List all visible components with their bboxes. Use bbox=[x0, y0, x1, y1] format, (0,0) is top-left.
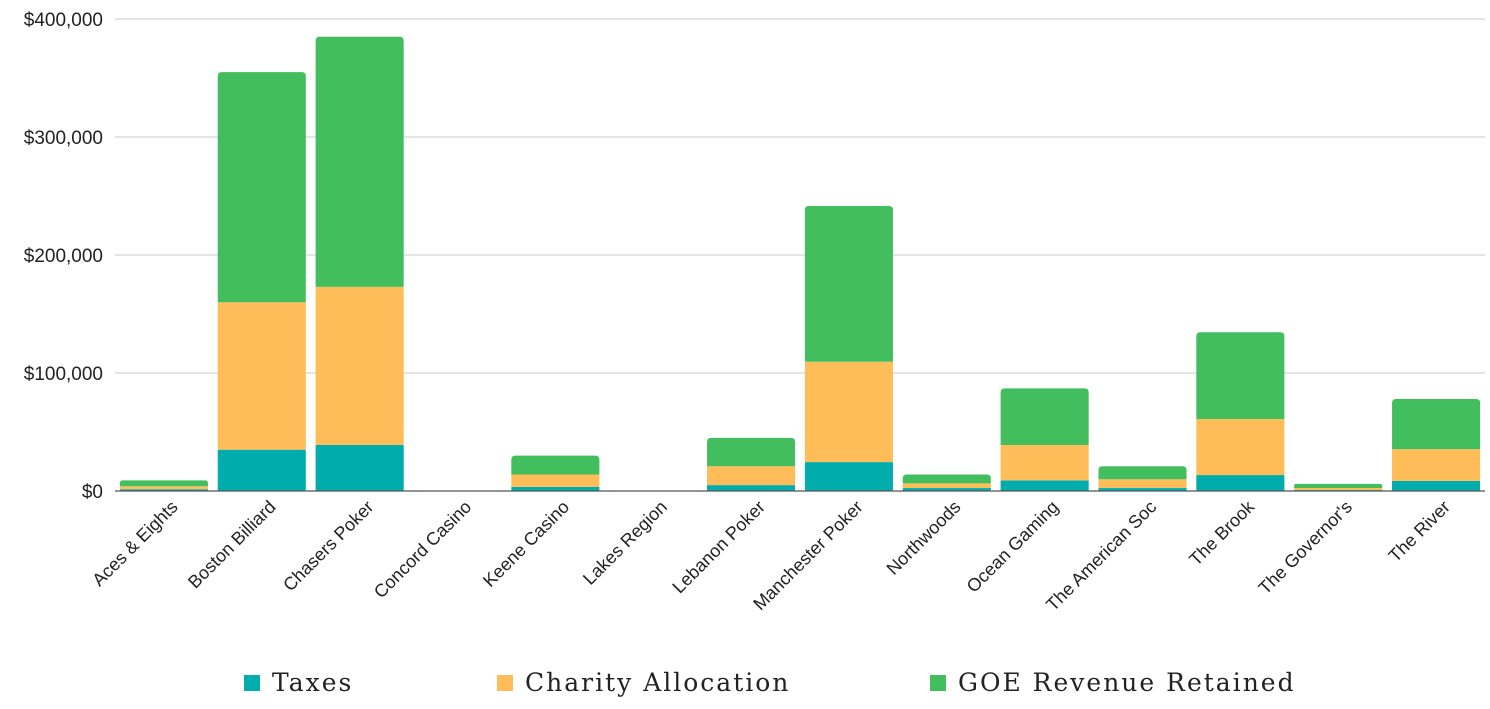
legend-item: Charity Allocation bbox=[497, 668, 790, 697]
legend-swatch bbox=[244, 675, 260, 691]
x-tick-label: The Governor's bbox=[1255, 497, 1356, 598]
bar-segment bbox=[315, 444, 404, 491]
bar-segment bbox=[1098, 479, 1187, 489]
x-tick-label: Aces & Eights bbox=[88, 497, 181, 590]
bar-segment bbox=[1196, 332, 1285, 420]
y-tick-label: $200,000 bbox=[24, 246, 103, 267]
bar-segment bbox=[217, 302, 306, 450]
bar-segment bbox=[217, 449, 306, 491]
bar-segment bbox=[804, 361, 893, 463]
bars bbox=[119, 36, 1481, 491]
bar-segment bbox=[1098, 488, 1187, 491]
bar-segment bbox=[902, 483, 991, 489]
bar-segment bbox=[217, 72, 306, 303]
bar-segment bbox=[315, 286, 404, 445]
bar-segment bbox=[511, 455, 600, 475]
bar-segment bbox=[315, 36, 404, 287]
x-tick-label: Northwoods bbox=[883, 497, 965, 579]
legend-item: Taxes bbox=[244, 668, 353, 697]
y-axis-tick-labels: $0 $100,000 $200,000 $300,000 $400,000 bbox=[24, 10, 103, 503]
x-tick-label: The American Soc bbox=[1042, 497, 1160, 615]
x-tick-label: Lebanon Poker bbox=[668, 497, 768, 597]
x-tick-label: Concord Casino bbox=[370, 497, 475, 602]
bar-segment bbox=[707, 485, 796, 491]
x-tick-label: Chasers Poker bbox=[279, 497, 377, 595]
bar-segment bbox=[119, 489, 208, 491]
bar-segment bbox=[1000, 480, 1089, 491]
bar-segment bbox=[511, 474, 600, 487]
bar-segment bbox=[1000, 388, 1089, 445]
bar-segment bbox=[1392, 480, 1481, 491]
bar-segment bbox=[1000, 444, 1089, 481]
bar-segment bbox=[902, 474, 991, 484]
x-tick-label: Boston Billiard bbox=[184, 497, 280, 593]
legend-swatch bbox=[497, 675, 513, 691]
bar-segment bbox=[1294, 483, 1383, 489]
x-tick-label: The River bbox=[1385, 497, 1454, 566]
legend-swatch bbox=[930, 675, 946, 691]
y-tick-label: $100,000 bbox=[24, 364, 103, 385]
y-tick-label: $300,000 bbox=[24, 128, 103, 149]
bar-segment bbox=[1392, 398, 1481, 450]
x-tick-label: Lakes Region bbox=[579, 497, 671, 589]
bar-segment bbox=[119, 480, 208, 487]
legend-label: GOE Revenue Retained bbox=[958, 668, 1296, 697]
bar-segment bbox=[902, 488, 991, 491]
y-tick-label: $0 bbox=[82, 482, 103, 503]
legend: Taxes Charity Allocation GOE Revenue Retai… bbox=[244, 668, 1296, 697]
legend-item: GOE Revenue Retained bbox=[930, 668, 1296, 697]
x-tick-label: Ocean Gaming bbox=[963, 497, 1063, 597]
legend-label: Charity Allocation bbox=[525, 668, 790, 697]
x-axis-tick-labels: Aces & Eights Boston Billiard Chasers Poke… bbox=[88, 496, 1454, 615]
x-tick-label: The Brook bbox=[1185, 496, 1259, 570]
bar-segment bbox=[1392, 449, 1481, 481]
x-tick-label: Manchester Poker bbox=[749, 497, 866, 614]
bar-segment bbox=[1294, 488, 1383, 491]
x-tick-label: Keene Casino bbox=[479, 497, 573, 591]
bar-segment bbox=[707, 466, 796, 486]
bar-segment bbox=[119, 486, 208, 490]
bar-segment bbox=[804, 462, 893, 491]
legend-label: Taxes bbox=[272, 668, 353, 697]
bar-segment bbox=[707, 437, 796, 467]
bar-segment bbox=[804, 206, 893, 362]
y-tick-label: $400,000 bbox=[24, 10, 103, 31]
bar-segment bbox=[1196, 475, 1285, 491]
bar-segment bbox=[1098, 466, 1187, 480]
bar-segment bbox=[511, 486, 600, 491]
bar-segment bbox=[1196, 419, 1285, 476]
